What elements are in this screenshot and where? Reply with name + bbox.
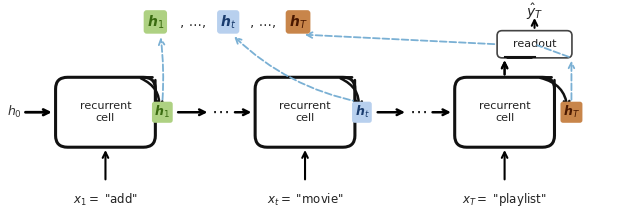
FancyBboxPatch shape	[55, 77, 155, 147]
Text: $h_0$: $h_0$	[7, 104, 22, 120]
Text: readout: readout	[513, 39, 556, 49]
Text: , ...,: , ...,	[250, 15, 280, 29]
Text: $\cdots$: $\cdots$	[409, 103, 427, 121]
Text: recurrent
cell: recurrent cell	[279, 102, 331, 123]
Text: $x_1 = $ "add": $x_1 = $ "add"	[73, 192, 138, 208]
Text: $\cdots$: $\cdots$	[211, 103, 229, 121]
Text: $x_T = $ "playlist": $x_T = $ "playlist"	[462, 191, 547, 208]
Text: $\boldsymbol{h}_t$: $\boldsymbol{h}_t$	[220, 13, 236, 31]
FancyBboxPatch shape	[255, 77, 355, 147]
Text: $\boldsymbol{h}_1$: $\boldsymbol{h}_1$	[155, 104, 170, 120]
Text: $x_t = $ "movie": $x_t = $ "movie"	[266, 192, 343, 208]
Text: $\boldsymbol{h}_t$: $\boldsymbol{h}_t$	[354, 104, 370, 120]
Text: recurrent
cell: recurrent cell	[80, 102, 131, 123]
Text: $\boldsymbol{h}_T$: $\boldsymbol{h}_T$	[289, 13, 307, 31]
Text: $\hat{y}_T$: $\hat{y}_T$	[526, 2, 543, 22]
Text: $\boldsymbol{h}_T$: $\boldsymbol{h}_T$	[563, 104, 580, 120]
Text: recurrent
cell: recurrent cell	[479, 102, 530, 123]
FancyBboxPatch shape	[497, 31, 572, 58]
FancyBboxPatch shape	[455, 77, 555, 147]
Text: $\boldsymbol{h}_1$: $\boldsymbol{h}_1$	[147, 13, 164, 31]
Text: , ...,: , ...,	[180, 15, 211, 29]
